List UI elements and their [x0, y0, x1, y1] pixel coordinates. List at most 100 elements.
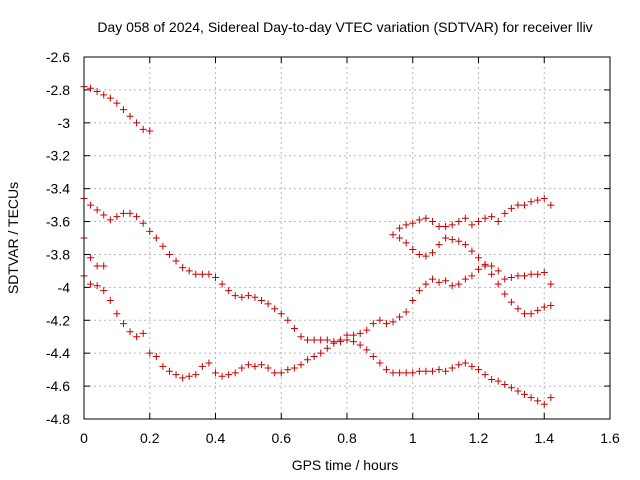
data-point [258, 361, 266, 369]
data-point [428, 249, 436, 257]
data-point [93, 282, 101, 290]
data-point [428, 275, 436, 283]
data-point [461, 214, 469, 222]
data-point [442, 367, 450, 375]
data-point [396, 313, 404, 321]
y-tick-label: -3.6 [46, 214, 70, 230]
series-1-points [80, 83, 154, 135]
y-tick-label: -3 [58, 115, 71, 131]
data-point [501, 380, 509, 388]
data-point [442, 277, 450, 285]
data-point [507, 204, 515, 212]
data-point [534, 270, 542, 278]
data-point [126, 209, 134, 217]
data-point [251, 362, 259, 370]
data-point [435, 222, 443, 230]
data-point [382, 366, 390, 374]
data-point [475, 218, 482, 226]
data-point [468, 272, 476, 280]
data-point [146, 227, 154, 235]
data-point [185, 267, 193, 275]
data-point [448, 221, 456, 229]
data-point [527, 310, 535, 318]
data-point [238, 364, 246, 372]
data-point [330, 339, 338, 347]
data-point [212, 369, 219, 377]
data-point [198, 270, 206, 278]
data-point [369, 352, 377, 360]
data-point [455, 280, 463, 288]
data-point [422, 252, 430, 260]
series-5-points [389, 231, 555, 318]
series-3-points [80, 262, 555, 382]
data-point [514, 305, 522, 313]
data-point [244, 292, 252, 300]
data-point [461, 359, 469, 367]
x-axis-title: GPS time / hours [292, 457, 399, 473]
data-point [238, 293, 246, 301]
data-point [475, 254, 482, 262]
data-point [448, 282, 456, 290]
data-point [133, 119, 141, 127]
data-point [113, 99, 121, 107]
data-point [369, 320, 377, 328]
data-point [461, 241, 469, 249]
data-point [501, 290, 509, 298]
data-point [435, 366, 443, 374]
data-point [106, 297, 114, 305]
data-point [126, 112, 134, 120]
data-point [382, 320, 390, 328]
data-point [415, 287, 423, 295]
x-tick-label: 0.4 [206, 430, 226, 446]
x-tick-label: 0 [80, 430, 88, 446]
data-point [488, 376, 496, 384]
y-tick-label: -4.2 [46, 312, 70, 328]
grid-lines [84, 57, 610, 419]
data-point [119, 320, 127, 328]
data-point [93, 88, 101, 96]
data-point [113, 213, 121, 221]
data-point [481, 214, 489, 222]
data-point [225, 287, 233, 295]
data-point [93, 262, 101, 270]
data-point [119, 106, 127, 114]
data-point [179, 374, 187, 382]
data-point [396, 234, 404, 242]
data-point [152, 234, 160, 242]
data-point [126, 328, 134, 336]
data-point [389, 231, 397, 239]
data-point [547, 301, 555, 309]
data-point [455, 218, 463, 226]
data-point [165, 250, 173, 258]
data-point [501, 275, 509, 283]
data-point [521, 310, 529, 318]
data-point [494, 267, 502, 275]
data-point [514, 387, 522, 395]
data-point [297, 333, 305, 341]
data-point [428, 367, 436, 375]
plot-frame [83, 56, 611, 420]
data-point [527, 198, 535, 206]
x-tick-label: 0.8 [337, 430, 357, 446]
data-point [363, 326, 371, 334]
data-point [106, 94, 114, 102]
data-point [231, 292, 239, 300]
data-point [139, 219, 147, 227]
data-point [87, 280, 95, 288]
data-point [415, 250, 423, 258]
data-point [514, 201, 522, 209]
y-tick-label: -3.8 [46, 246, 70, 262]
y-tick-label: -4 [58, 279, 71, 295]
data-point [461, 275, 469, 283]
data-point [409, 369, 417, 377]
data-point [100, 91, 108, 99]
data-point [304, 336, 312, 344]
data-point [323, 344, 331, 352]
series-4-points [80, 234, 108, 270]
data-point [152, 352, 160, 360]
data-point [442, 234, 450, 242]
data-point [507, 273, 515, 281]
data-point [185, 372, 193, 380]
data-point [481, 371, 489, 379]
